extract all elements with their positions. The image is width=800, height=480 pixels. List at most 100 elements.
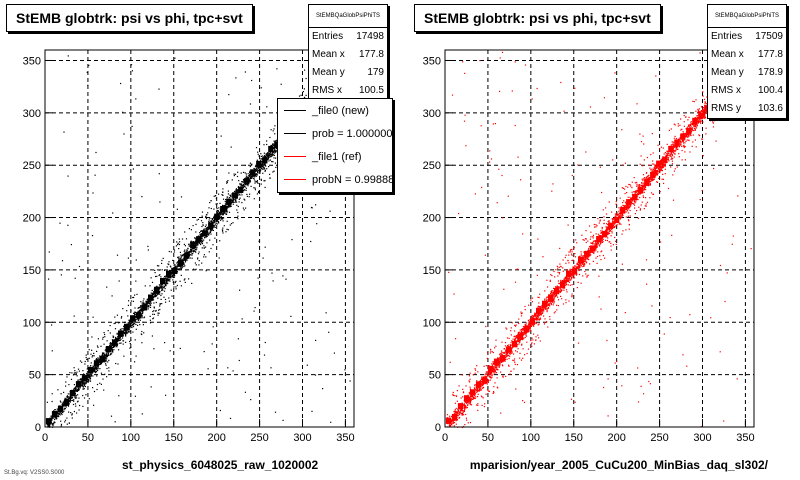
data-point bbox=[234, 173, 237, 175]
data-point bbox=[529, 328, 531, 330]
x-tick-label: 0 bbox=[42, 432, 48, 444]
data-point bbox=[164, 284, 166, 287]
y-tick-label: 250 bbox=[23, 160, 41, 172]
data-point bbox=[275, 166, 277, 168]
data-point bbox=[251, 79, 253, 82]
data-point bbox=[612, 219, 614, 221]
data-point bbox=[51, 324, 53, 326]
data-point bbox=[173, 249, 176, 251]
data-point bbox=[237, 194, 239, 197]
data-point bbox=[214, 195, 217, 197]
data-point bbox=[184, 281, 186, 283]
data-point bbox=[262, 168, 264, 170]
data-point bbox=[67, 224, 69, 226]
data-point bbox=[298, 95, 301, 97]
data-point bbox=[59, 222, 61, 224]
data-point bbox=[478, 390, 480, 392]
data-point bbox=[149, 315, 151, 317]
data-point bbox=[51, 418, 53, 420]
data-point bbox=[149, 319, 151, 321]
data-point bbox=[702, 110, 704, 112]
data-point bbox=[86, 372, 88, 375]
data-point bbox=[263, 152, 265, 154]
data-point bbox=[559, 272, 561, 274]
data-point bbox=[140, 305, 142, 307]
data-point bbox=[233, 173, 235, 175]
data-point bbox=[506, 328, 508, 330]
data-point bbox=[221, 212, 223, 214]
data-point bbox=[259, 169, 261, 171]
data-point bbox=[238, 193, 240, 195]
data-point bbox=[78, 388, 80, 390]
data-point bbox=[160, 287, 162, 289]
data-point bbox=[158, 309, 160, 311]
data-cell bbox=[57, 405, 64, 412]
data-point bbox=[168, 261, 170, 263]
data-point bbox=[596, 243, 598, 245]
data-point bbox=[193, 250, 195, 252]
data-point bbox=[153, 310, 155, 312]
data-point bbox=[134, 395, 136, 397]
data-point bbox=[154, 295, 156, 297]
data-point bbox=[220, 213, 223, 215]
data-point bbox=[114, 338, 117, 340]
data-point bbox=[488, 373, 490, 375]
data-point bbox=[486, 371, 488, 373]
data-point bbox=[172, 279, 174, 281]
data-point bbox=[235, 199, 237, 202]
data-point bbox=[150, 302, 152, 304]
data-point bbox=[61, 260, 64, 262]
data-point bbox=[260, 153, 262, 155]
data-point bbox=[116, 333, 118, 335]
data-cell bbox=[268, 145, 274, 153]
data-point bbox=[156, 275, 158, 277]
data-point bbox=[142, 312, 144, 315]
data-point bbox=[89, 377, 91, 379]
data-point bbox=[228, 211, 231, 213]
data-point bbox=[232, 199, 234, 201]
data-point bbox=[469, 388, 471, 390]
data-point bbox=[269, 152, 271, 155]
data-point bbox=[84, 360, 86, 363]
data-point bbox=[216, 219, 219, 221]
data-point bbox=[264, 186, 266, 188]
data-point bbox=[518, 343, 520, 345]
data-point bbox=[228, 94, 230, 96]
data-point bbox=[446, 414, 449, 416]
data-point bbox=[143, 303, 145, 305]
data-point bbox=[143, 332, 145, 334]
data-point bbox=[146, 300, 148, 302]
legend-swatch bbox=[284, 179, 306, 180]
data-point bbox=[134, 313, 136, 316]
data-point bbox=[147, 300, 149, 302]
data-point bbox=[184, 231, 186, 233]
data-point bbox=[225, 207, 227, 209]
data-point bbox=[172, 274, 174, 276]
data-point bbox=[141, 314, 143, 316]
data-point bbox=[96, 383, 99, 386]
data-point bbox=[116, 338, 118, 340]
data-point bbox=[158, 173, 160, 175]
data-point bbox=[131, 324, 133, 327]
data-point bbox=[160, 294, 162, 297]
data-point bbox=[125, 331, 127, 334]
y-tick-label: 300 bbox=[23, 108, 41, 120]
data-point bbox=[164, 283, 167, 286]
data-point bbox=[244, 172, 246, 174]
data-point bbox=[128, 319, 130, 321]
data-point bbox=[84, 385, 86, 388]
data-point bbox=[114, 346, 116, 348]
data-point bbox=[214, 224, 216, 226]
legend-entry: _file0 (new) bbox=[278, 99, 392, 122]
data-point bbox=[161, 288, 163, 290]
data-point bbox=[258, 172, 260, 174]
data-point bbox=[463, 406, 465, 408]
data-cell bbox=[250, 169, 256, 176]
data-point bbox=[216, 211, 219, 213]
data-point bbox=[162, 286, 164, 288]
data-point bbox=[263, 164, 265, 166]
data-point bbox=[256, 180, 258, 182]
data-point bbox=[268, 153, 270, 155]
data-point bbox=[109, 332, 111, 334]
data-point bbox=[213, 195, 215, 197]
